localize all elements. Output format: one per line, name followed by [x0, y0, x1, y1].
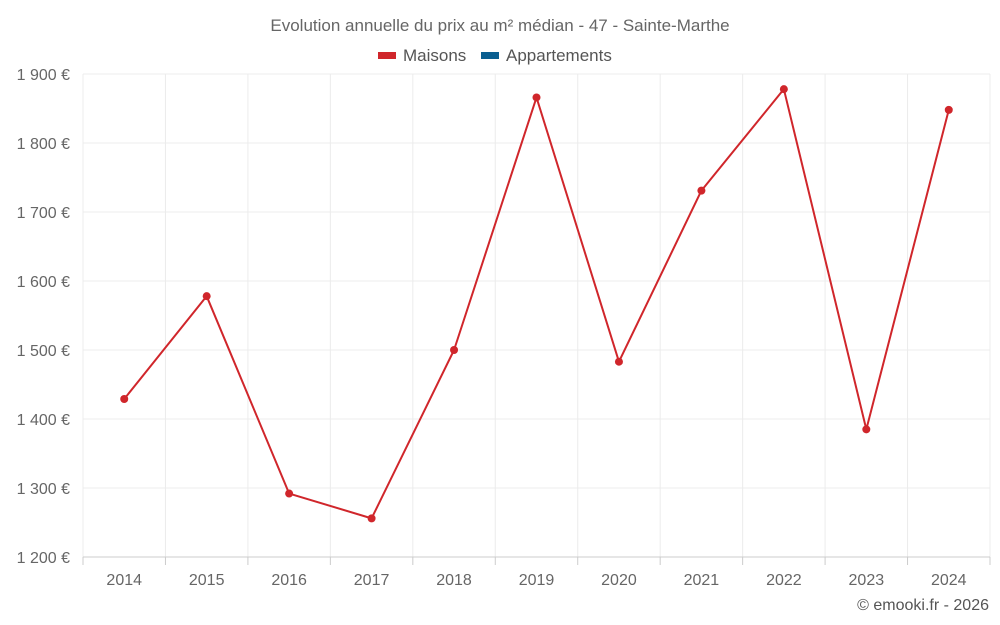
data-point-maisons-2021[interactable]: [697, 186, 706, 195]
x-tick-label: 2018: [436, 572, 472, 589]
x-tick-label: 2023: [849, 572, 885, 589]
y-gridlines: [83, 73, 990, 489]
legend-label-appartements: Appartements: [506, 46, 612, 65]
x-gridlines: [82, 74, 991, 565]
data-point-maisons-2017[interactable]: [367, 514, 376, 523]
y-axis-tick-labels: 1 200 € 1 300 € 1 400 € 1 500 € 1 600 € 1 700…: [17, 67, 70, 567]
y-tick-label: 1 300 €: [17, 481, 70, 498]
y-tick-label: 1 700 €: [17, 205, 70, 222]
y-tick-label: 1 800 €: [17, 136, 70, 153]
y-tick-label: 1 600 €: [17, 274, 70, 291]
x-tick-label: 2020: [601, 572, 637, 589]
y-tick-label: 1 900 €: [17, 67, 70, 84]
x-tick-label: 2014: [106, 572, 142, 589]
y-tick-label: 1 400 €: [17, 412, 70, 429]
data-point-maisons-2023[interactable]: [862, 425, 871, 434]
x-tick-label: 2021: [684, 572, 720, 589]
data-point-maisons-2014[interactable]: [120, 394, 129, 403]
legend-swatch-appartements: [481, 52, 499, 59]
x-tick-label: 2015: [189, 572, 225, 589]
data-point-maisons-2018[interactable]: [450, 346, 459, 354]
data-point-maisons-2022[interactable]: [779, 85, 788, 94]
y-tick-label: 1 200 €: [17, 550, 70, 567]
chart-title: Evolution annuelle du prix au m² médian …: [270, 16, 729, 35]
x-tick-label: 2017: [354, 572, 390, 589]
data-point-maisons-2019[interactable]: [532, 93, 541, 102]
legend-swatch-maisons: [378, 52, 396, 59]
x-tick-label: 2019: [519, 572, 555, 589]
data-point-maisons-2015[interactable]: [202, 292, 211, 301]
data-point-maisons-2016[interactable]: [285, 489, 294, 498]
legend-item-appartements[interactable]: Appartements: [481, 46, 612, 65]
series-layer: [120, 85, 953, 523]
y-tick-label: 1 500 €: [17, 343, 70, 360]
legend: Maisons Appartements: [378, 46, 612, 65]
x-tick-label: 2022: [766, 572, 802, 589]
x-tick-label: 2024: [931, 572, 967, 589]
x-axis-tick-labels: 2014 2015 2016 2017 2018 2019 2020 2021 2022 2023…: [106, 572, 966, 589]
credit-text: © emooki.fr - 2026: [857, 597, 989, 614]
x-tick-label: 2016: [271, 572, 307, 589]
legend-item-maisons[interactable]: Maisons: [378, 46, 466, 65]
legend-label-maisons: Maisons: [403, 46, 466, 65]
data-point-maisons-2024[interactable]: [944, 105, 953, 114]
data-point-maisons-2020[interactable]: [614, 357, 623, 366]
